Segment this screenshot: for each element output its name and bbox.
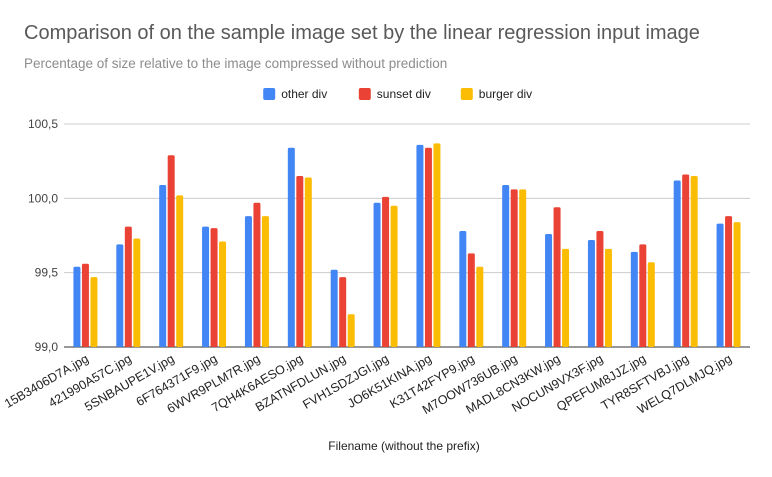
bar-burger-div — [433, 143, 441, 347]
bar-other-div — [587, 239, 595, 347]
bar-burger-div — [133, 238, 141, 347]
bar-other-div — [373, 202, 381, 347]
legend: other div sunset div burger div — [263, 87, 532, 101]
bar-burger-div — [390, 205, 398, 347]
chart-subtitle: Percentage of size relative to the image… — [24, 56, 448, 71]
bar-sunset-div — [467, 253, 475, 347]
bar-burger-div — [733, 222, 741, 347]
bar-burger-div — [604, 248, 612, 347]
bar-other-div — [673, 180, 681, 347]
y-tick-label: 100,0 — [28, 191, 58, 205]
y-axis-tick-labels: 99,0 99,5 100,0 100,5 — [28, 117, 58, 354]
bar-other-div — [202, 226, 210, 347]
bar-sunset-div — [210, 228, 218, 347]
bar-sunset-div — [424, 147, 432, 347]
bar-sunset-div — [253, 202, 261, 347]
bar-other-div — [244, 216, 252, 347]
x-axis-label: Filename (without the prefix) — [328, 439, 479, 453]
bar-other-div — [287, 147, 295, 347]
bar-burger-div — [562, 248, 570, 347]
bar-sunset-div — [124, 226, 132, 347]
bar-sunset-div — [682, 174, 690, 347]
bar-sunset-div — [596, 231, 604, 347]
chart-title: Comparison of on the sample image set by… — [24, 22, 700, 44]
bar-other-div — [159, 184, 167, 347]
bar-burger-div — [347, 314, 355, 347]
bar-burger-div — [219, 241, 227, 347]
gridlines — [64, 123, 750, 348]
bar-burger-div — [690, 176, 698, 347]
bar-burger-div — [519, 189, 527, 347]
legend-swatch — [358, 88, 371, 100]
bar-other-div — [459, 231, 467, 347]
bar-burger-div — [476, 266, 484, 347]
bar-other-div — [116, 244, 124, 347]
legend-label: burger div — [479, 87, 532, 101]
bar-other-div — [545, 234, 553, 347]
y-tick-label: 99,5 — [35, 266, 59, 280]
bar-other-div — [502, 184, 510, 347]
bar-burger-div — [176, 195, 184, 347]
bar-other-div — [416, 144, 424, 347]
y-tick-label: 100,5 — [28, 117, 58, 131]
bar-sunset-div — [725, 216, 733, 347]
y-tick-label: 99,0 — [35, 340, 59, 354]
bar-burger-div — [261, 216, 269, 347]
bar-burger-div — [304, 177, 312, 347]
bar-sunset-div — [639, 244, 647, 347]
bar-other-div — [630, 251, 638, 347]
bar-other-div — [716, 223, 724, 347]
legend-label: sunset div — [377, 87, 431, 101]
bar-other-div — [73, 266, 81, 347]
bar-sunset-div — [510, 189, 518, 347]
bar-burger-div — [647, 262, 655, 347]
legend-swatch — [460, 88, 473, 100]
bar-sunset-div — [553, 207, 561, 347]
bar-other-div — [330, 269, 338, 347]
bar-sunset-div — [167, 155, 175, 347]
bar-burger-div — [90, 277, 98, 347]
bars — [73, 143, 741, 347]
legend-label: other div — [281, 87, 327, 101]
bar-sunset-div — [382, 196, 390, 347]
x-axis-tick-labels: 15B3406D7A.jpg421990A57C.jpg5SNBAUPE1V.j… — [2, 351, 734, 417]
bar-sunset-div — [81, 263, 89, 347]
bar-sunset-div — [339, 277, 347, 347]
bar-sunset-div — [296, 176, 304, 347]
legend-swatch — [263, 88, 276, 100]
